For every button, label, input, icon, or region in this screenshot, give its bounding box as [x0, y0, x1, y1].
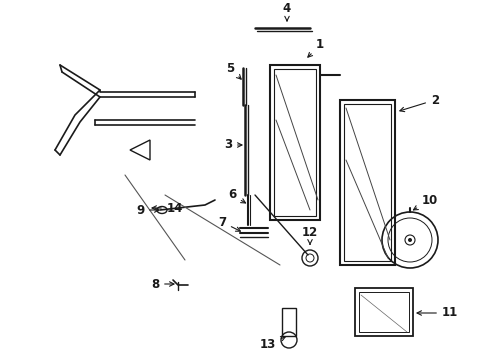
- Text: 14: 14: [152, 202, 183, 215]
- Text: 7: 7: [218, 216, 241, 231]
- Text: 4: 4: [283, 1, 291, 21]
- Text: 6: 6: [228, 189, 245, 203]
- Text: 2: 2: [400, 94, 439, 112]
- Bar: [355, 288, 413, 336]
- Bar: [282, 308, 296, 336]
- Text: 5: 5: [226, 62, 241, 79]
- Text: 13: 13: [260, 337, 285, 351]
- Bar: [359, 292, 409, 332]
- Text: 3: 3: [224, 139, 242, 152]
- Text: 11: 11: [417, 306, 458, 320]
- Text: 10: 10: [414, 194, 438, 210]
- Bar: [340, 100, 395, 265]
- Circle shape: [408, 238, 412, 242]
- Bar: [274, 69, 316, 216]
- Bar: [270, 65, 320, 220]
- Text: 8: 8: [151, 278, 174, 291]
- Text: 12: 12: [302, 225, 318, 244]
- Bar: [344, 104, 391, 261]
- Text: 9: 9: [136, 203, 159, 216]
- Text: 1: 1: [308, 39, 324, 57]
